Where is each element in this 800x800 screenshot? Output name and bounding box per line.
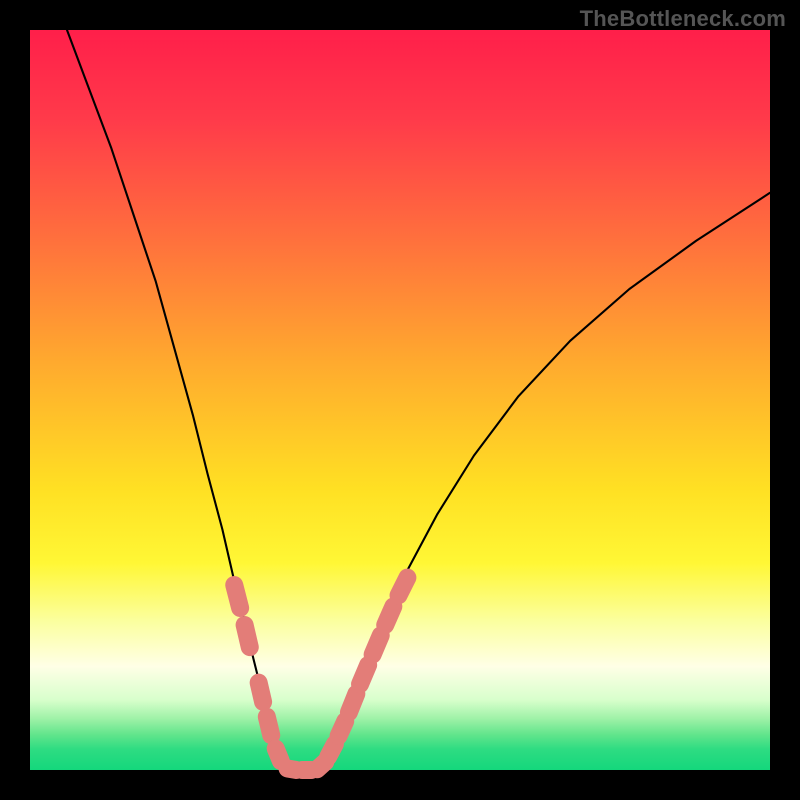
highlight-node (360, 665, 368, 684)
watermark-text: TheBottleneck.com (580, 6, 786, 32)
highlight-node (385, 606, 393, 625)
highlight-node (245, 625, 250, 647)
highlight-node (339, 721, 346, 736)
highlight-node (328, 744, 335, 757)
plot-area (30, 30, 770, 770)
highlight-node (267, 717, 271, 736)
highlight-node (349, 694, 356, 713)
bottleneck-chart (0, 0, 800, 800)
highlight-node (234, 585, 240, 608)
highlight-node (259, 683, 263, 702)
highlight-node (399, 578, 408, 596)
highlight-node (276, 749, 281, 762)
highlight-node (373, 635, 381, 654)
